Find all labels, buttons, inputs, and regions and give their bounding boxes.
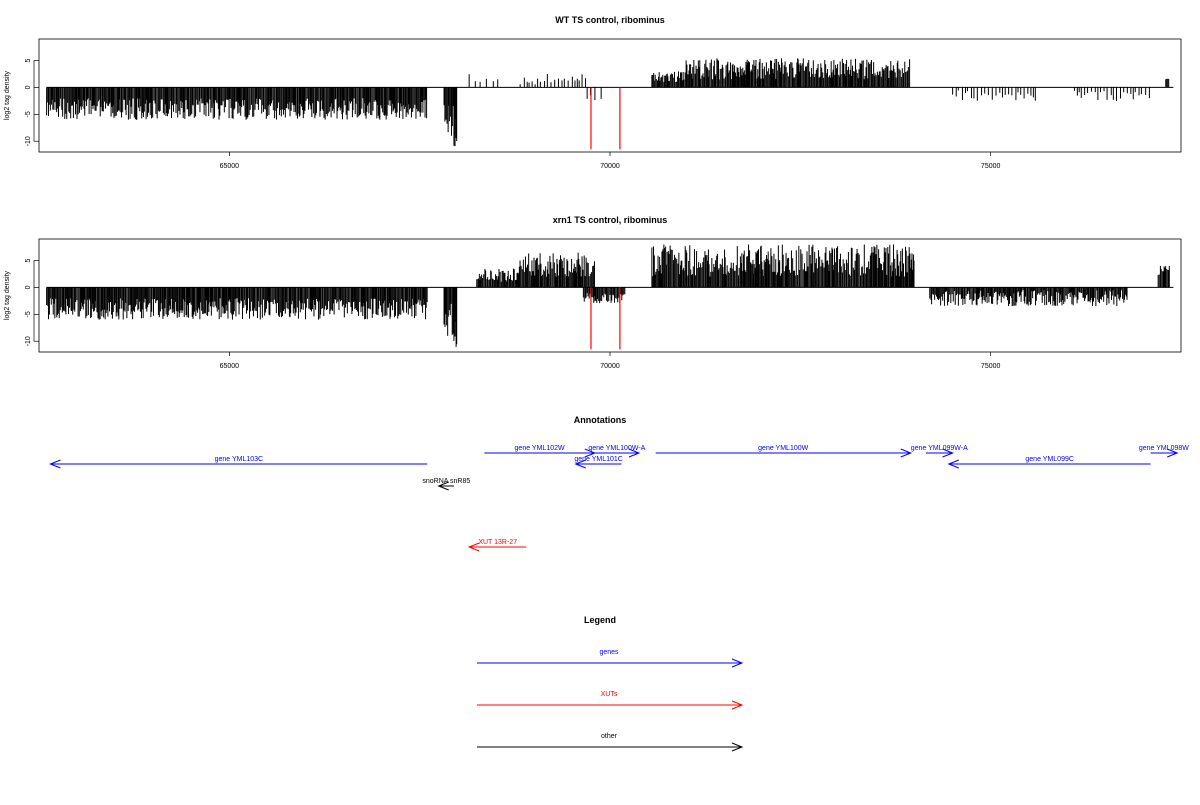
annotations-title: Annotations [574, 415, 627, 425]
x-tick-label: 65000 [220, 163, 240, 170]
track-panel-1: WT TS control, ribominus -10 -5 0 5 log2 tag … [4, 15, 1182, 170]
feature-arrow [925, 448, 954, 458]
x-tick-label: 70000 [600, 163, 620, 170]
y-tick-label: 0 [25, 285, 32, 289]
y-tick-label: 5 [25, 258, 32, 262]
x-tick-label: 70000 [600, 363, 620, 370]
feature-label: gene YML100W [758, 445, 808, 452]
legend-label: genes [599, 649, 619, 656]
y-tick-label: 5 [25, 58, 32, 62]
legend-arrow [477, 742, 744, 752]
x-tick-label: 75000 [981, 163, 1001, 170]
feature-arrow [574, 459, 622, 469]
y-axis-label: log2 tag density [4, 270, 11, 320]
feature-arrow [655, 448, 913, 458]
y-tick-label: -10 [25, 336, 32, 346]
y-tick-label: 0 [25, 85, 32, 89]
x-tick-label: 75000 [981, 363, 1001, 370]
legend-arrow [477, 658, 744, 668]
y-tick-label: -5 [25, 311, 32, 317]
annotation-track: Annotations gene YML103C gene YML102W gene … [49, 415, 1189, 552]
legend: Legend genes XUTs other [477, 615, 744, 752]
feature-arrow [1150, 448, 1179, 458]
legend-label: XUTs [601, 691, 618, 698]
legend-arrow [477, 700, 744, 710]
feature-arrow [49, 459, 428, 469]
feature-label: gene YML102W [515, 445, 565, 452]
feature-arrow [437, 481, 454, 491]
feature-arrow [594, 448, 641, 458]
panel-title: xrn1 TS control, ribominus [553, 215, 668, 225]
feature-label: gene YML103C [215, 456, 264, 463]
track-panel-2: xrn1 TS control, ribominus -10 -5 0 5 log2 ta… [4, 215, 1182, 370]
feature-arrow [467, 542, 527, 552]
feature-label: gene YML100W-A [588, 445, 645, 452]
feature-label: XUT 13R-27 [478, 539, 517, 546]
legend-label: other [601, 733, 618, 740]
y-tick-label: -5 [25, 111, 32, 117]
density-bars [46, 244, 1170, 347]
feature-label: gene YML101C [574, 456, 623, 463]
feature-label: gene YML099W-A [911, 445, 968, 452]
feature-arrow [484, 448, 597, 458]
legend-title: Legend [584, 615, 616, 625]
y-tick-label: -10 [25, 136, 32, 146]
feature-label: snoRNA snR85 [422, 478, 470, 485]
feature-arrow [947, 459, 1151, 469]
panel-title: WT TS control, ribominus [555, 15, 665, 25]
feature-label: gene YML098W [1139, 445, 1189, 452]
density-bars [46, 58, 1170, 147]
y-axis-label: log2 tag density [4, 70, 11, 120]
x-tick-label: 65000 [220, 363, 240, 370]
feature-label: gene YML099C [1025, 456, 1074, 463]
